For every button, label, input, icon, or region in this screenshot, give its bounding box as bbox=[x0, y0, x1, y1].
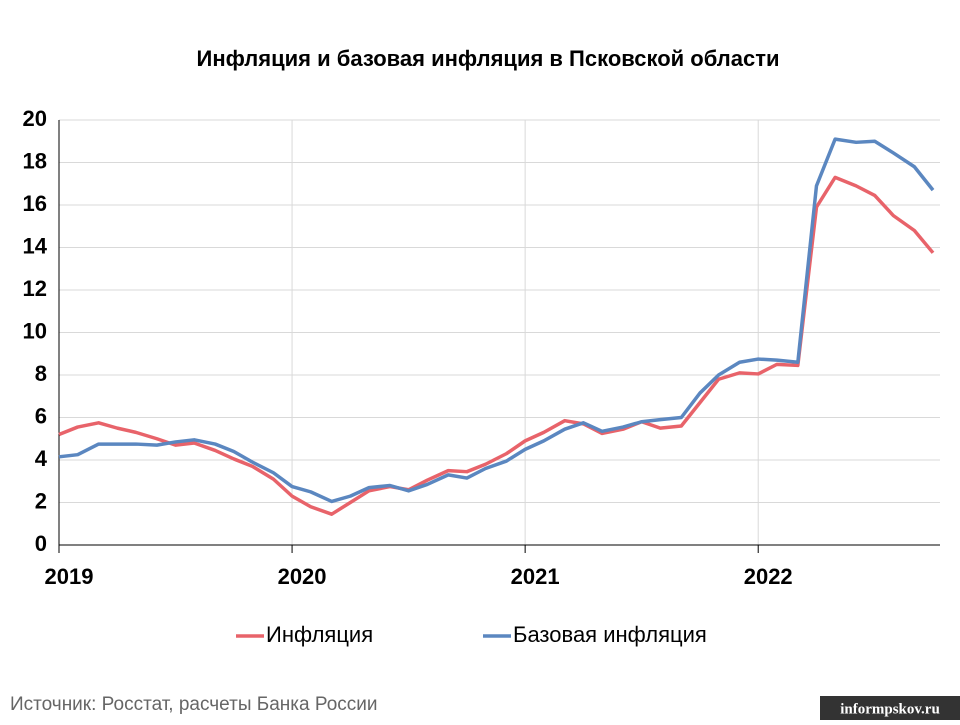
y-tick-label: 20 bbox=[23, 106, 47, 131]
y-tick-label: 0 bbox=[35, 531, 47, 556]
x-tick-label: 2021 bbox=[511, 564, 560, 589]
source-note: Источник: Росстат, расчеты Банка России bbox=[10, 694, 378, 715]
legend-label: Инфляция bbox=[266, 622, 373, 647]
y-tick-label: 6 bbox=[35, 403, 47, 428]
watermark-bg bbox=[820, 696, 960, 724]
watermark: informpskov.ru bbox=[840, 701, 940, 717]
chart-title: Инфляция и базовая инфляция в Псковской … bbox=[197, 46, 780, 71]
x-tick-label: 2022 bbox=[744, 564, 793, 589]
y-tick-label: 12 bbox=[23, 276, 47, 301]
y-tick-label: 14 bbox=[23, 233, 48, 258]
y-tick-label: 4 bbox=[35, 446, 48, 471]
y-tick-label: 2 bbox=[35, 488, 47, 513]
line-series bbox=[58, 137, 935, 504]
y-tick-label: 18 bbox=[23, 148, 47, 173]
x-tick-label: 2019 bbox=[45, 564, 94, 589]
legend-label: Базовая инфляция bbox=[513, 622, 707, 647]
line-series bbox=[58, 175, 935, 516]
x-tick-label: 2020 bbox=[278, 564, 327, 589]
y-tick-label: 10 bbox=[23, 318, 47, 343]
y-tick-label: 8 bbox=[35, 361, 47, 386]
y-tick-label: 16 bbox=[23, 191, 47, 216]
